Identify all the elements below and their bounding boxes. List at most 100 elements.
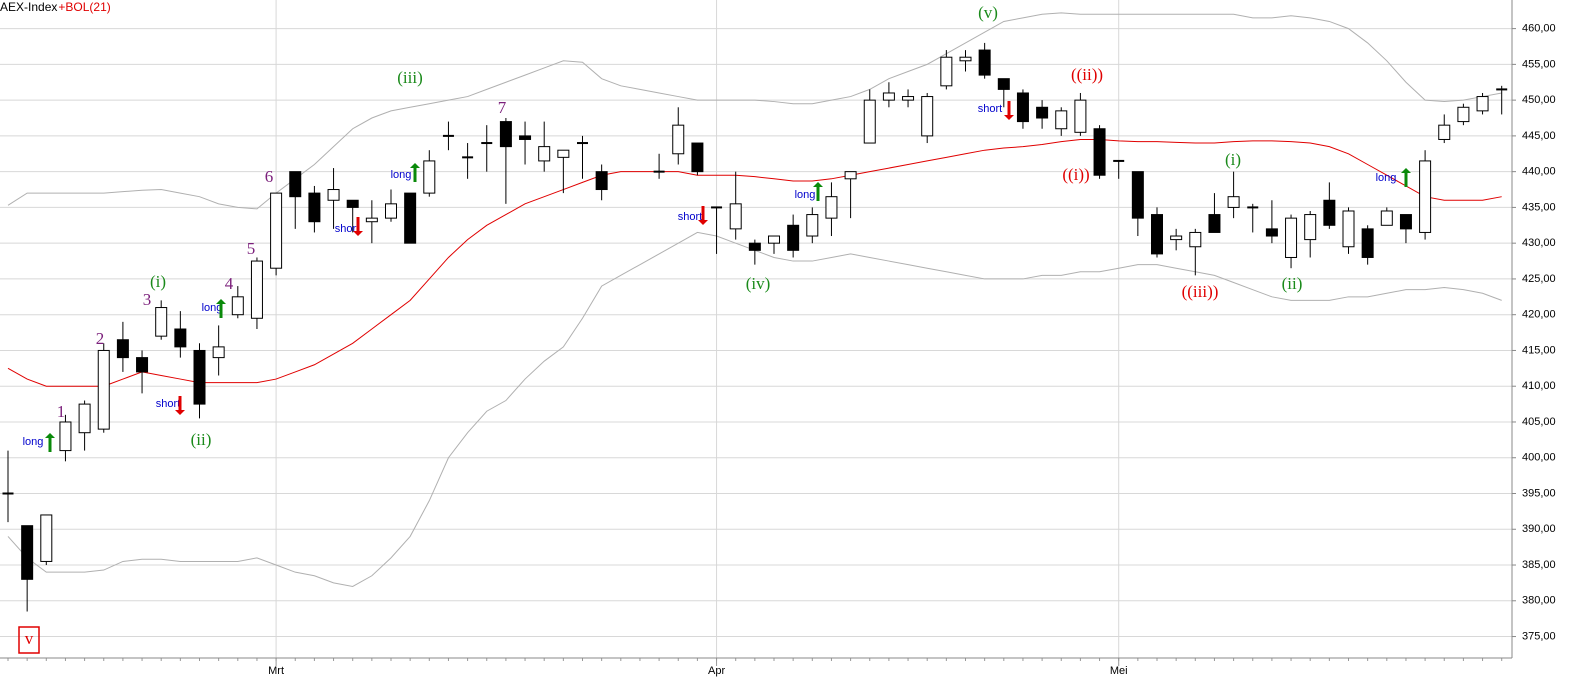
annotation: long xyxy=(1376,172,1397,184)
candle-body xyxy=(385,203,397,219)
y-tick-label: 450,00 xyxy=(1522,94,1556,106)
candle-body xyxy=(1323,199,1336,226)
annotation: (i) xyxy=(1225,150,1241,169)
candle-body xyxy=(116,339,129,359)
candle-body xyxy=(59,421,72,452)
candle-body xyxy=(1380,210,1393,226)
candle-body xyxy=(1036,106,1049,119)
candle-body xyxy=(1227,196,1240,208)
y-tick-label: 380,00 xyxy=(1522,595,1556,607)
candle-body xyxy=(1055,110,1068,130)
candle-body xyxy=(538,146,551,162)
candle-body xyxy=(672,124,685,155)
y-tick-label: 415,00 xyxy=(1522,344,1556,356)
y-tick-label: 395,00 xyxy=(1522,487,1556,499)
candle-body xyxy=(978,49,991,76)
candle-body xyxy=(270,192,283,269)
signal-arrow-head xyxy=(410,163,420,168)
annotation: (iv) xyxy=(746,274,771,293)
candle-body xyxy=(825,196,838,219)
annotation: 5 xyxy=(247,239,256,258)
candle-body xyxy=(519,135,532,140)
candle-body xyxy=(250,260,263,319)
annotation: long xyxy=(23,436,44,448)
y-tick-label: 385,00 xyxy=(1522,559,1556,571)
candle-body xyxy=(997,78,1010,90)
annotation: v xyxy=(25,629,34,648)
annotation: 1 xyxy=(57,402,66,421)
annotation: 6 xyxy=(265,167,274,186)
candle-body xyxy=(691,142,704,173)
candle-body xyxy=(1304,214,1317,241)
candle-body xyxy=(136,357,149,373)
candle-body xyxy=(595,171,608,191)
y-tick-label: 410,00 xyxy=(1522,380,1556,392)
candle-body xyxy=(1419,160,1432,233)
candle-body xyxy=(212,346,225,359)
candle-body xyxy=(1476,96,1489,112)
signal-arrow-head xyxy=(216,299,226,304)
candle-body xyxy=(787,224,800,251)
candle-body xyxy=(21,525,34,580)
y-tick-label: 425,00 xyxy=(1522,273,1556,285)
signal-arrow-head xyxy=(698,220,708,225)
y-tick-label: 400,00 xyxy=(1522,452,1556,464)
signal-arrow-head xyxy=(353,231,363,236)
candle-body xyxy=(289,171,302,198)
x-tick-label: Apr xyxy=(708,665,725,677)
annotation: (i) xyxy=(150,272,166,291)
candle-body xyxy=(365,217,378,223)
candle-body xyxy=(882,92,895,101)
candle-body xyxy=(844,171,857,180)
candle-body xyxy=(174,328,187,348)
candle-body xyxy=(1342,210,1355,248)
candle-body xyxy=(1016,92,1029,123)
candle-body xyxy=(940,56,953,87)
candle-body xyxy=(308,192,321,223)
candle-body xyxy=(1285,217,1298,258)
candle-body xyxy=(748,242,761,251)
annotation: (v) xyxy=(978,3,998,22)
annotation: ((i)) xyxy=(1062,165,1089,184)
signal-arrow-head xyxy=(1004,115,1014,120)
y-tick-label: 455,00 xyxy=(1522,58,1556,70)
annotation: short xyxy=(335,223,359,235)
annotation: long xyxy=(795,189,816,201)
candle-body xyxy=(78,403,91,434)
candle-body xyxy=(921,96,934,137)
y-tick-label: 375,00 xyxy=(1522,630,1556,642)
y-tick-label: 405,00 xyxy=(1522,416,1556,428)
candle-body xyxy=(231,296,244,316)
x-tick-label: Mei xyxy=(1110,665,1128,677)
y-tick-label: 440,00 xyxy=(1522,166,1556,178)
annotation: ((iii)) xyxy=(1182,282,1219,301)
candle-body xyxy=(863,99,876,144)
annotation: 2 xyxy=(96,329,105,348)
candle-body xyxy=(1151,214,1163,255)
candle-body xyxy=(346,199,359,208)
y-tick-label: 435,00 xyxy=(1522,201,1556,213)
candle-body xyxy=(1170,235,1183,241)
candle-body xyxy=(768,235,780,244)
candle-body xyxy=(1189,231,1202,248)
signal-arrow-head xyxy=(1401,168,1411,173)
candle-body xyxy=(155,307,168,337)
annotation: short xyxy=(156,398,180,410)
annotation: ((ii)) xyxy=(1071,65,1103,84)
annotation: (iii) xyxy=(397,68,423,87)
candle-body xyxy=(193,349,206,405)
candle-body xyxy=(729,203,742,230)
y-tick-label: 445,00 xyxy=(1522,130,1556,142)
y-tick-label: 390,00 xyxy=(1522,523,1556,535)
candle-body xyxy=(1093,128,1106,176)
candle-body xyxy=(1438,124,1451,140)
candle-body xyxy=(959,56,972,62)
annotation: (ii) xyxy=(1282,274,1303,293)
candle-body xyxy=(1074,99,1087,133)
x-tick-label: Mrt xyxy=(268,665,284,677)
annotation: long xyxy=(202,302,223,314)
indicator-label: +BOL(21) xyxy=(58,0,110,14)
candle-body xyxy=(1131,171,1144,219)
chart-title: AEX-Index xyxy=(0,0,57,14)
